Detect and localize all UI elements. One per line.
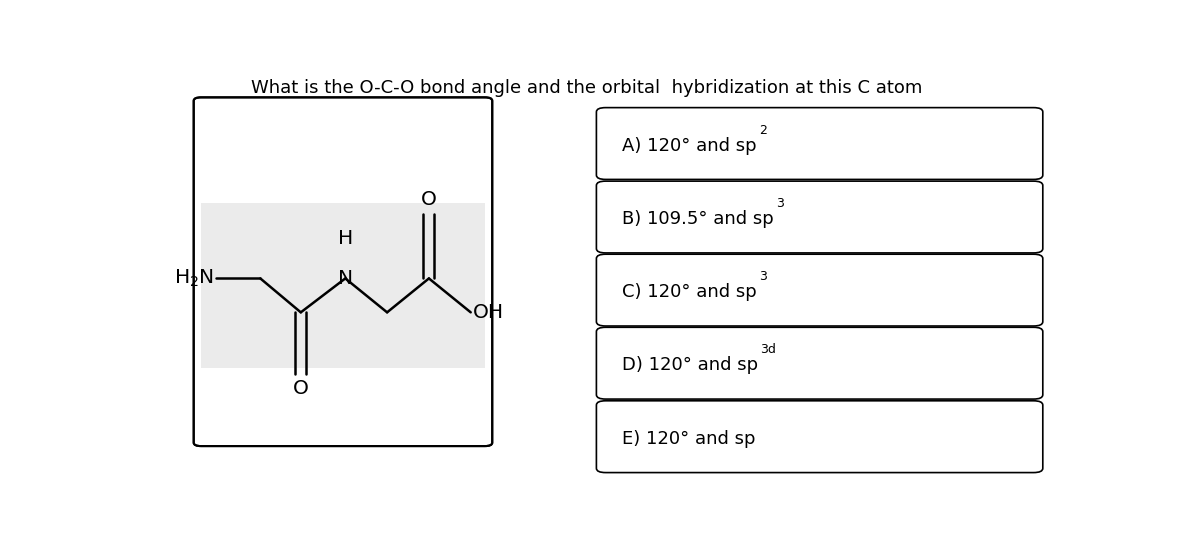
Text: What is the O-C-O bond angle and the orbital  hybridization at this C atom: What is the O-C-O bond angle and the orb… (252, 79, 923, 98)
FancyBboxPatch shape (596, 327, 1043, 399)
Text: A) 120° and sp: A) 120° and sp (623, 137, 757, 155)
FancyBboxPatch shape (596, 181, 1043, 253)
Text: C) 120° and sp: C) 120° and sp (623, 283, 757, 301)
Bar (202, 203, 485, 368)
Text: 3d: 3d (761, 344, 776, 356)
FancyBboxPatch shape (193, 97, 492, 446)
Text: E) 120° and sp: E) 120° and sp (623, 430, 756, 448)
Text: $\mathsf{H_2N}$: $\mathsf{H_2N}$ (174, 268, 214, 289)
FancyBboxPatch shape (596, 108, 1043, 179)
Text: H: H (337, 229, 353, 248)
Text: 3: 3 (776, 197, 784, 210)
Text: O: O (421, 190, 437, 209)
Text: D) 120° and sp: D) 120° and sp (623, 356, 758, 374)
Text: B) 109.5° and sp: B) 109.5° and sp (623, 210, 774, 228)
Text: OH: OH (473, 303, 504, 322)
Text: N: N (337, 269, 353, 288)
FancyBboxPatch shape (596, 401, 1043, 473)
Text: 2: 2 (758, 124, 767, 137)
Text: O: O (293, 379, 308, 397)
Text: 3: 3 (760, 270, 767, 284)
FancyBboxPatch shape (596, 254, 1043, 326)
